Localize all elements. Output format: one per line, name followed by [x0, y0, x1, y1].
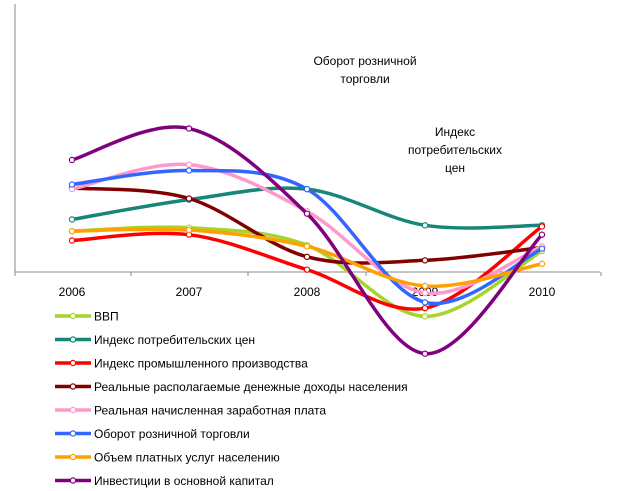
series-инвестиции-в-основной-капитал [68, 125, 546, 357]
data-point [303, 185, 311, 193]
series-layer [68, 125, 546, 357]
legend-item: Инвестиции в основной капитал [55, 474, 274, 488]
series-реальные-располагаемые-денежные-доходы-населения [68, 184, 546, 265]
data-point [303, 210, 311, 217]
data-point [538, 260, 546, 268]
data-point [68, 237, 76, 244]
legend-label: Индекс потребительских цен [94, 333, 255, 347]
data-point [185, 161, 193, 168]
x-tick-label: 2010 [529, 285, 556, 299]
annotation-text: Индекс [435, 125, 475, 139]
legend-marker [69, 336, 77, 343]
legend-label: Реальная начисленная заработная плата [94, 404, 326, 418]
series-line [70, 125, 544, 356]
data-point [421, 304, 429, 312]
legend-label: Реальные располагаемые денежные доходы н… [94, 380, 408, 394]
legend-item: Индекс потребительских цен [55, 333, 255, 347]
legend-marker [69, 430, 77, 437]
data-point [185, 167, 193, 174]
annotation-text: торговли [340, 72, 389, 86]
legend-label: Инвестиции в основной капитал [94, 474, 274, 488]
series-line [70, 168, 544, 306]
series-line [70, 186, 544, 265]
legend-marker [69, 453, 77, 461]
legend-item: ВВП [55, 310, 119, 324]
x-tick-label: 2008 [294, 285, 321, 299]
legend-item: Реальная начисленная заработная плата [55, 404, 326, 418]
data-point [68, 227, 76, 235]
legend-label: Объем платных услуг населению [94, 451, 280, 465]
data-point [421, 222, 429, 229]
legend-item: Индекс промышленного производства [55, 357, 308, 371]
legend-marker [69, 383, 77, 390]
legend-marker [69, 359, 77, 367]
data-point [538, 245, 546, 252]
data-point [421, 350, 429, 357]
annotation-text: потребительских [408, 143, 502, 157]
data-point [303, 243, 311, 250]
legend-label: ВВП [94, 310, 119, 324]
legend-item: Реальные располагаемые денежные доходы н… [55, 380, 408, 394]
series-line [70, 186, 544, 230]
data-point [303, 253, 311, 261]
legend: ВВП Индекс потребительских цен Индекс пром… [55, 310, 408, 488]
data-point [538, 231, 546, 238]
legend-marker [69, 477, 77, 484]
data-point [421, 289, 429, 297]
data-point [421, 257, 429, 264]
legend-item: Объем платных услуг населению [55, 451, 280, 465]
legend-marker [69, 406, 77, 414]
annotation-text: Оборот розничной [313, 54, 416, 68]
annotation-text: цен [445, 161, 465, 175]
data-point [538, 223, 546, 230]
data-point [68, 181, 76, 188]
series-индекс-потребительских-цен [68, 185, 546, 230]
data-point [185, 125, 193, 132]
series-объем-платных-услуг-населению [68, 226, 546, 290]
x-tick-label: 2006 [59, 285, 86, 299]
data-point [185, 226, 193, 234]
legend-item: Оборот розничной торговли [55, 427, 250, 441]
legend-label: Оборот розничной торговли [94, 427, 250, 441]
data-point [68, 216, 76, 223]
data-point [185, 195, 193, 202]
data-point [68, 156, 76, 164]
x-tick-label: 2007 [176, 285, 203, 299]
data-point [421, 299, 429, 306]
data-point [421, 282, 429, 290]
series-оборот-розничной-торговли [68, 167, 546, 306]
legend-label: Индекс промышленного производства [94, 357, 308, 371]
data-point [303, 266, 311, 273]
annotations: Оборот розничной торговли Индекс потребител… [313, 54, 502, 175]
data-point [421, 313, 429, 320]
legend-marker [69, 312, 77, 320]
